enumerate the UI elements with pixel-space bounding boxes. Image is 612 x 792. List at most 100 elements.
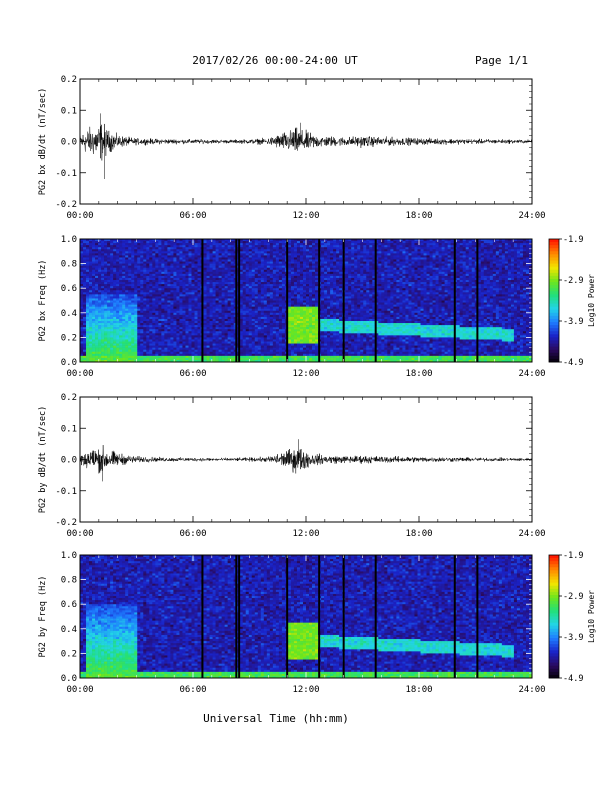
spectrogram-cell <box>242 323 247 326</box>
spectrogram-cell <box>110 318 114 322</box>
spectrogram-cell <box>293 325 298 328</box>
spectrogram-cell <box>272 275 277 279</box>
spectrogram-cell <box>116 351 120 355</box>
spectrogram-cell <box>218 327 222 330</box>
spectrogram-cell <box>197 321 201 324</box>
spectrogram-cell <box>315 253 319 256</box>
spectrogram-cell <box>176 339 180 342</box>
spectrogram-cell <box>95 351 99 355</box>
spectrogram-cell <box>302 290 307 293</box>
spectrogram-cell <box>218 261 222 264</box>
spectrogram-cell <box>197 267 201 271</box>
spectrogram-cell <box>227 280 231 283</box>
spectrogram-cell <box>245 353 250 357</box>
spectrogram-cell <box>263 249 268 252</box>
spectrogram-cell <box>209 282 213 285</box>
spectrogram-cell <box>197 271 201 275</box>
spectrogram-cell <box>269 280 274 283</box>
spectrogram-cell <box>101 321 105 324</box>
spectrogram-cell <box>128 325 132 328</box>
spectrogram-cell <box>128 265 132 268</box>
spectrogram-cell <box>242 275 247 279</box>
spectrogram-cell <box>80 327 84 330</box>
spectrogram-cell <box>101 312 105 316</box>
spectrogram-cell <box>293 239 298 242</box>
spectrogram-cell <box>101 257 105 260</box>
spectrogram-cell <box>170 343 174 346</box>
spectrogram-cell <box>80 282 84 285</box>
spectrogram-cell <box>215 327 219 330</box>
spectrogram-cell <box>215 312 219 316</box>
spectrogram-cell <box>272 286 277 289</box>
spectrogram-cell <box>306 351 310 355</box>
spectrogram-cell <box>179 282 183 285</box>
spectrogram-cell <box>146 329 150 332</box>
spectrogram-cell <box>146 263 150 266</box>
spectrogram-cell <box>321 288 325 291</box>
spectrogram-cell <box>173 321 177 324</box>
spectrogram-cell <box>125 349 129 353</box>
spectrogram-cell <box>224 265 228 268</box>
spectrogram-cell <box>257 300 262 303</box>
spectrogram-cell <box>194 304 198 307</box>
spectrogram-cell <box>116 349 120 353</box>
spectrogram-cell <box>107 255 111 258</box>
spectrogram-cell <box>173 261 177 264</box>
spectrogram-cell <box>263 302 268 305</box>
spectrogram-cell <box>161 286 165 289</box>
spectrogram-cell <box>266 325 271 328</box>
spectrogram-cell <box>230 255 234 258</box>
spectrogram-cell <box>191 255 195 258</box>
spectrogram-cell <box>290 282 295 285</box>
spectrogram-cell <box>278 288 283 291</box>
spectrogram-cell <box>281 351 286 355</box>
spectrogram-cell <box>269 251 274 254</box>
spectrogram-cell <box>269 257 274 260</box>
spectrogram-cell <box>101 316 105 320</box>
spectrogram-cell <box>182 294 186 297</box>
spectrogram-cell <box>275 245 280 248</box>
spectrogram-cell <box>309 314 313 318</box>
spectrogram-cell <box>293 337 298 340</box>
spectrogram-cell <box>182 259 186 262</box>
spectrogram-cell <box>212 349 216 353</box>
spectrogram-cell <box>269 273 274 277</box>
spectrogram-cell <box>89 314 93 318</box>
spectrogram-cell <box>143 275 147 279</box>
spectrogram-cell <box>309 241 313 244</box>
spectrogram-cell <box>182 261 186 264</box>
spectrogram-cell <box>254 345 259 348</box>
spectrogram-cell <box>221 359 225 363</box>
spectrogram-cell <box>257 263 262 266</box>
spectrogram-cell <box>197 241 201 244</box>
spectrogram-cell <box>98 327 102 330</box>
spectrogram-cell <box>95 263 99 266</box>
spectrogram-cell <box>167 357 171 361</box>
spectrogram-cell <box>119 239 123 242</box>
spectrogram-cell <box>152 255 156 258</box>
spectrogram-cell <box>113 302 117 305</box>
spectrogram-cell <box>83 277 87 281</box>
spectrogram-cell <box>158 353 162 357</box>
spectrogram-cell <box>257 255 262 258</box>
spectrogram-cell <box>296 284 301 287</box>
spectrogram-cell <box>287 310 292 314</box>
spectrogram-cell <box>107 337 111 340</box>
spectrogram-cell <box>290 359 295 363</box>
spectrogram-cell <box>167 337 171 340</box>
spectrogram-cell <box>176 325 180 328</box>
spectrogram-cell <box>203 280 207 283</box>
spectrogram-cell <box>206 304 210 307</box>
spectrogram-cell <box>98 286 102 289</box>
spectrogram-cell <box>95 308 99 312</box>
spectrogram-cell <box>218 339 222 342</box>
spectrogram-cell <box>272 347 277 350</box>
spectrogram-cell <box>206 245 210 248</box>
spectrogram-cell <box>110 265 114 268</box>
spectrogram-cell <box>110 243 114 246</box>
spectrogram-cell <box>197 257 201 260</box>
spectrogram-cell <box>227 345 231 348</box>
spectrogram-cell <box>227 275 231 279</box>
spectrogram-cell <box>206 308 210 312</box>
spectrogram-cell <box>302 306 307 309</box>
